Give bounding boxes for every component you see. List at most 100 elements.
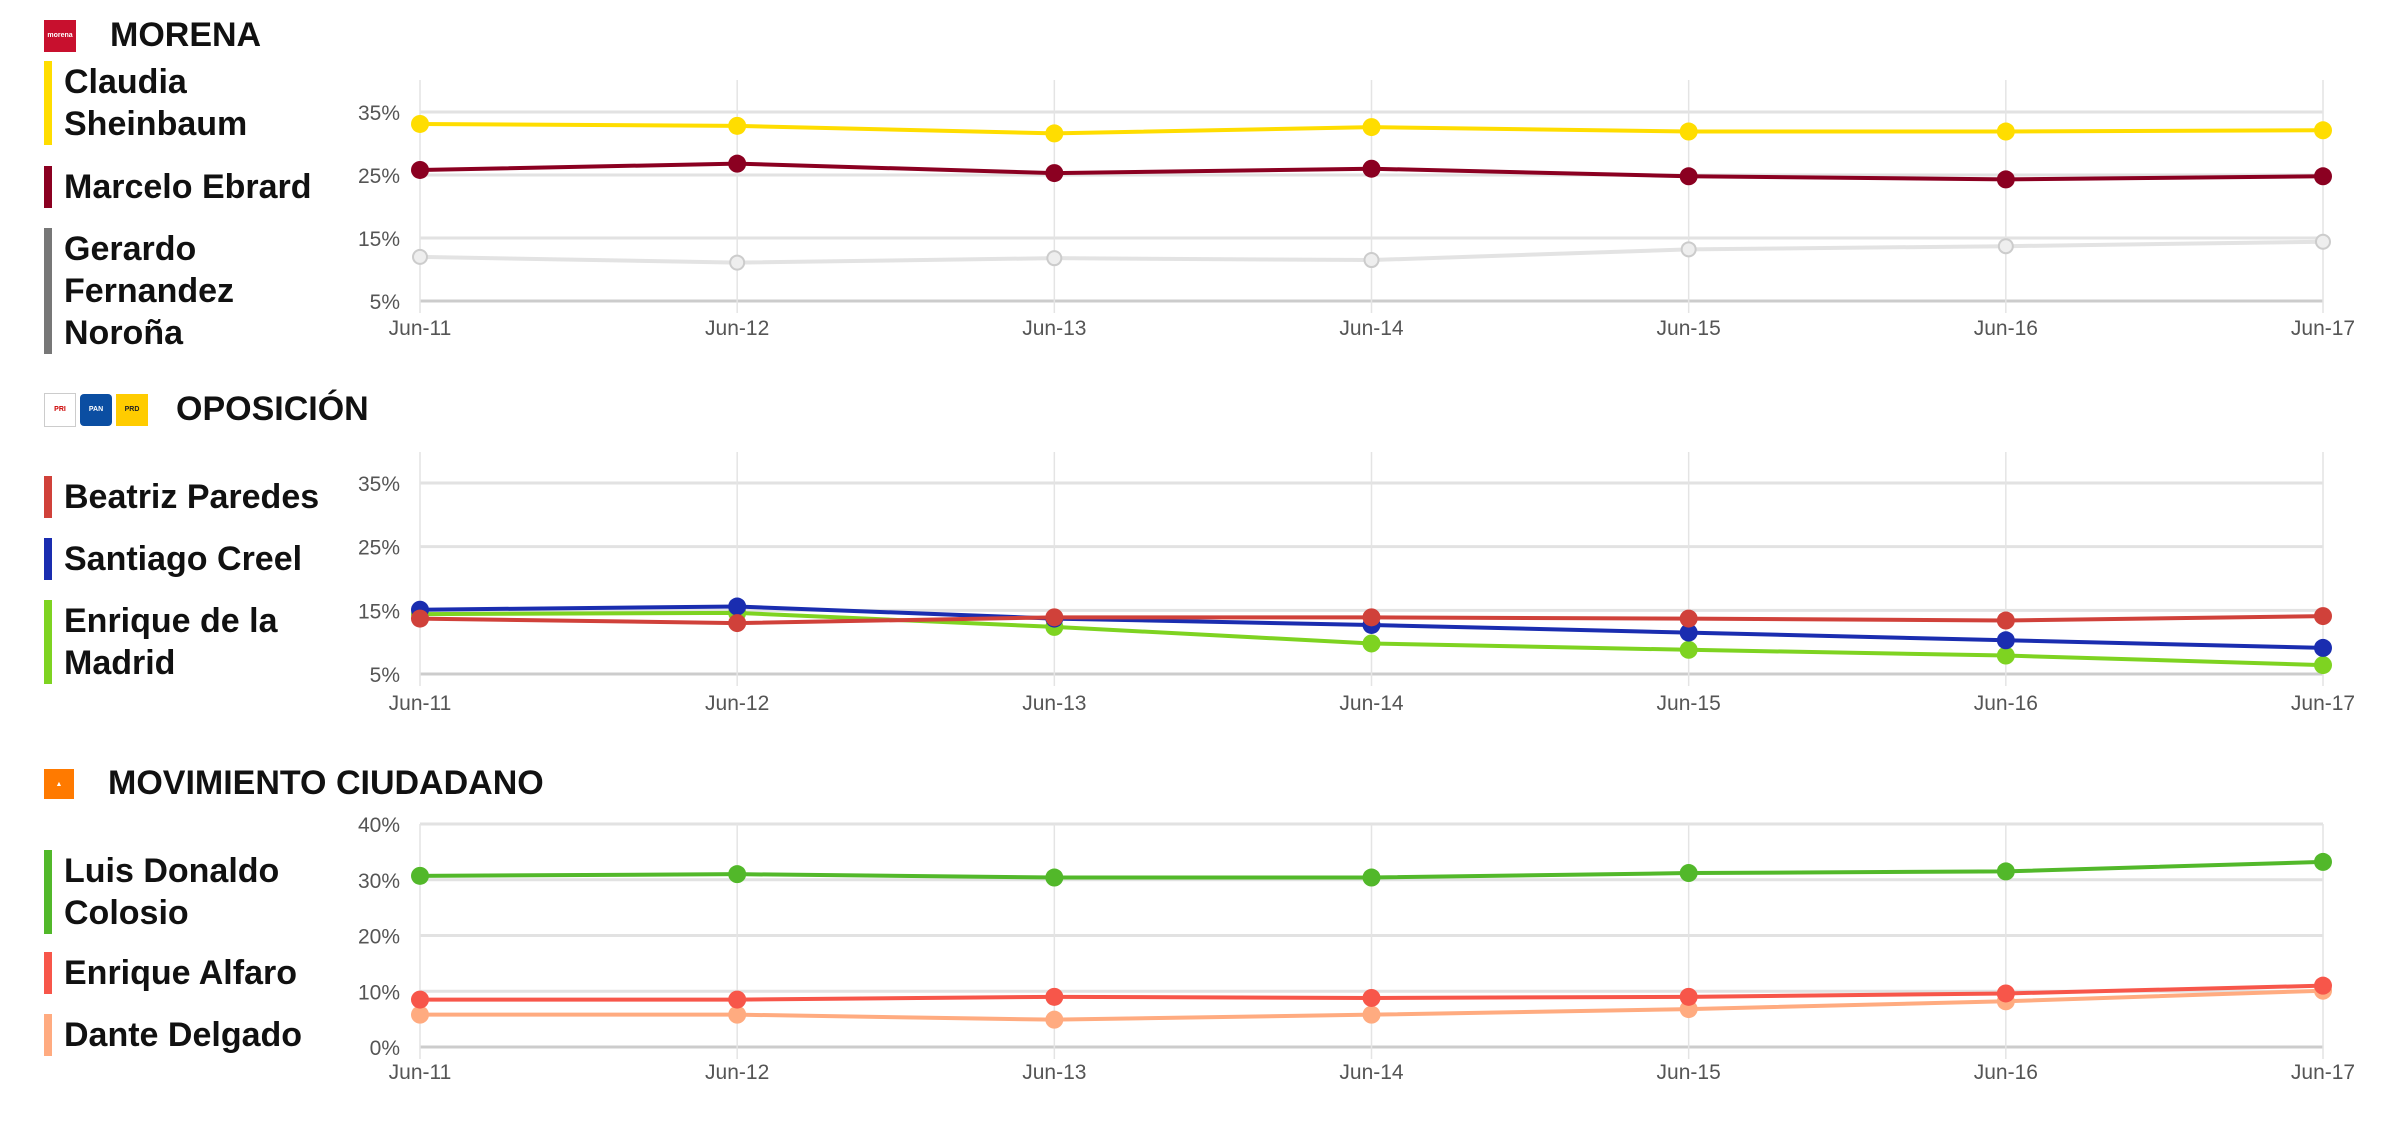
- x-tick-label: Jun-15: [1657, 692, 1721, 715]
- data-point: [1362, 159, 1381, 178]
- legend-item: Santiago Creel: [44, 538, 354, 580]
- data-point: [1045, 164, 1064, 183]
- data-point: [411, 609, 429, 628]
- data-point: [1362, 118, 1381, 137]
- data-point: [1045, 608, 1064, 627]
- y-tick-label: 40%: [358, 814, 400, 837]
- data-point: [2314, 638, 2332, 657]
- data-point: [1679, 609, 1698, 628]
- data-point: [1996, 631, 2015, 650]
- x-tick-label: Jun-14: [1339, 1061, 1404, 1084]
- x-tick-label: Jun-14: [1339, 692, 1404, 715]
- y-tick-label: 5%: [370, 291, 400, 314]
- data-point: [411, 114, 429, 133]
- x-tick-label: Jun-12: [705, 692, 769, 715]
- data-point: [1045, 868, 1064, 887]
- y-tick-label: 15%: [358, 228, 400, 251]
- legend-item: Marcelo Ebrard: [44, 166, 354, 208]
- morena-logo: morena: [44, 19, 76, 52]
- data-point: [1996, 170, 2015, 189]
- data-point: [1996, 122, 2015, 141]
- data-point: [1362, 988, 1381, 1007]
- mc-header: ▲ MOVIMIENTO CIUDADANO: [44, 764, 544, 803]
- data-point: [2314, 976, 2332, 995]
- data-point: [1996, 646, 2015, 665]
- section-title: MORENA: [110, 16, 262, 54]
- data-point: [728, 116, 747, 135]
- data-point: [728, 597, 747, 616]
- data-point: [1362, 634, 1381, 653]
- data-point: [412, 248, 428, 265]
- y-tick-label: 25%: [358, 537, 400, 560]
- x-tick-label: Jun-13: [1022, 317, 1086, 340]
- data-point: [411, 1005, 429, 1024]
- data-point: [2314, 656, 2332, 675]
- legend-item: Enrique Alfaro: [44, 952, 354, 994]
- data-point: [1679, 167, 1698, 186]
- mc-logo: ▲: [44, 768, 74, 799]
- x-tick-label: Jun-17: [2291, 692, 2355, 715]
- x-tick-label: Jun-16: [1974, 1061, 2038, 1084]
- data-point: [2314, 167, 2332, 186]
- data-point: [1046, 250, 1063, 267]
- data-point: [1996, 862, 2015, 881]
- data-point: [1996, 611, 2015, 630]
- y-tick-label: 15%: [358, 600, 400, 623]
- data-point: [728, 865, 747, 884]
- legend-item: Gerardo Fernandez Noroña: [44, 228, 264, 354]
- prd-logo: PRD: [116, 393, 148, 426]
- x-tick-label: Jun-12: [705, 317, 769, 340]
- data-point: [1679, 864, 1698, 883]
- y-tick-label: 0%: [370, 1037, 400, 1060]
- oposicion-chart: 35% 25% 15% 5% Jun-11 Jun-12 Jun-13 Jun-14 Jun-1…: [358, 452, 2355, 715]
- x-tick-label: Jun-17: [2291, 317, 2355, 340]
- data-point: [729, 254, 746, 271]
- legend-item: Claudia Sheinbaum: [44, 61, 354, 145]
- data-point: [1996, 984, 2015, 1003]
- x-tick-label: Jun-11: [389, 692, 452, 715]
- x-tick-label: Jun-16: [1974, 692, 2038, 715]
- data-point: [1679, 640, 1698, 659]
- x-tick-label: Jun-16: [1974, 317, 2038, 340]
- x-tick-label: Jun-11: [389, 1061, 452, 1084]
- legend-item: Luis Donaldo Colosio: [44, 850, 354, 934]
- data-point: [1362, 868, 1381, 887]
- x-tick-label: Jun-13: [1022, 1061, 1086, 1084]
- section-title: MOVIMIENTO CIUDADANO: [108, 764, 544, 802]
- morena-chart: 35% 25% 15% 5% Jun-11 Jun-12 Jun-13 Jun-14 Jun-1…: [358, 80, 2355, 340]
- data-point: [1679, 987, 1698, 1006]
- mc-chart: 40% 30% 20% 10% 0%Jun-11 Jun-12 Jun-13 Jun-14 Ju…: [358, 814, 2355, 1084]
- data-point: [728, 614, 747, 633]
- pri-logo: PRI: [44, 392, 76, 427]
- data-point: [728, 1005, 747, 1024]
- x-tick-label: Jun-15: [1657, 1061, 1721, 1084]
- data-point: [1679, 122, 1698, 141]
- x-tick-label: Jun-11: [389, 317, 452, 340]
- y-tick-label: 25%: [358, 165, 400, 188]
- legend-item: Dante Delgado: [44, 1014, 354, 1056]
- pan-logo: PAN: [80, 393, 112, 426]
- data-point: [1680, 241, 1697, 258]
- data-point: [1045, 124, 1064, 143]
- y-tick-label: 35%: [358, 102, 400, 125]
- x-tick-label: Jun-12: [705, 1061, 769, 1084]
- data-point: [1045, 987, 1064, 1006]
- y-tick-label: 35%: [358, 473, 400, 496]
- legend-item: Enrique de la Madrid: [44, 600, 314, 684]
- data-point: [1679, 623, 1698, 642]
- legend-item: Beatriz Paredes: [44, 476, 354, 518]
- data-point: [1362, 608, 1381, 627]
- y-tick-label: 5%: [370, 664, 400, 687]
- x-tick-label: Jun-13: [1022, 692, 1086, 715]
- morena-header: morena MORENA: [44, 16, 261, 55]
- y-tick-label: 20%: [358, 926, 400, 949]
- y-tick-label: 10%: [358, 981, 400, 1004]
- x-tick-label: Jun-15: [1657, 317, 1721, 340]
- oposicion-header: PRI PAN PRD OPOSICIÓN: [44, 390, 369, 429]
- data-point: [2314, 607, 2332, 626]
- section-title: OPOSICIÓN: [176, 390, 369, 428]
- x-tick-label: Jun-17: [2291, 1061, 2355, 1084]
- y-tick-label: 30%: [358, 870, 400, 893]
- data-point: [1363, 252, 1380, 269]
- data-point: [728, 154, 747, 173]
